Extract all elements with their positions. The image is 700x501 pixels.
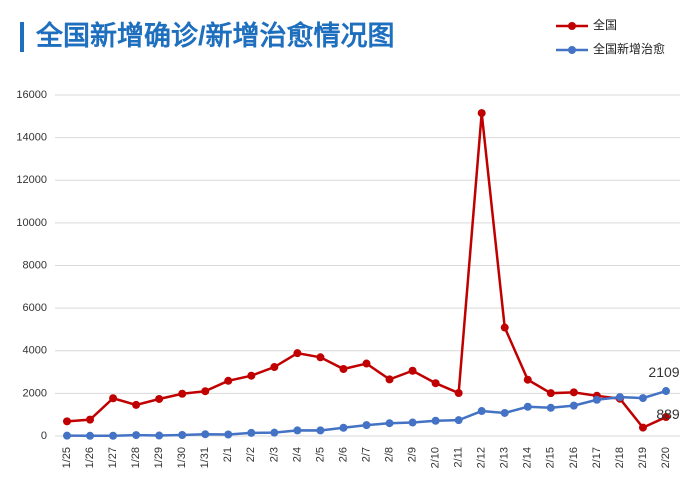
x-tick-label: 2/12 (476, 447, 488, 468)
y-tick-label: 6000 (23, 302, 47, 314)
title-bar (20, 22, 24, 52)
data-point (477, 109, 486, 118)
data-point (178, 389, 187, 398)
data-point (477, 407, 486, 416)
data-point (270, 363, 279, 372)
data-point (339, 423, 348, 432)
data-point (63, 417, 71, 426)
x-tick-label: 2/6 (337, 447, 349, 462)
x-tick-label: 1/29 (153, 447, 165, 468)
y-tick-label: 12000 (16, 174, 47, 186)
data-point (523, 402, 532, 411)
x-tick-label: 2/3 (268, 447, 280, 462)
data-point (132, 431, 141, 440)
x-tick-label: 2/17 (591, 447, 603, 468)
data-point (201, 387, 210, 396)
data-point (109, 431, 118, 440)
data-point (178, 430, 187, 439)
data-point (615, 393, 624, 402)
x-tick-label: 1/26 (84, 447, 96, 468)
y-tick-label: 0 (41, 430, 47, 442)
x-tick-label: 2/15 (545, 447, 557, 468)
data-point (569, 401, 578, 410)
data-point (86, 431, 95, 440)
legend-marker (568, 46, 576, 54)
y-tick-label: 10000 (16, 217, 47, 229)
data-point (500, 323, 509, 332)
data-point (63, 431, 71, 440)
x-tick-label: 2/9 (406, 447, 418, 462)
data-point (247, 428, 256, 437)
data-point (224, 430, 233, 439)
y-tick-label: 8000 (23, 259, 47, 271)
y-tick-label: 16000 (16, 89, 47, 101)
data-point (546, 403, 555, 412)
data-point (454, 389, 463, 398)
x-tick-label: 2/8 (383, 447, 395, 462)
data-point (431, 416, 440, 425)
y-tick-label: 14000 (16, 132, 47, 144)
data-point (247, 371, 256, 380)
series-line (66, 112, 667, 430)
x-tick-label: 1/27 (107, 447, 119, 468)
data-point (408, 418, 417, 427)
data-point (569, 388, 578, 397)
data-point (270, 428, 279, 437)
x-tick-label: 2/20 (660, 447, 672, 468)
legend-marker (568, 22, 576, 30)
data-point (293, 426, 302, 435)
legend-label: 全国 (593, 17, 617, 32)
data-point (592, 395, 601, 404)
data-point (362, 359, 371, 368)
x-tick-label: 1/25 (61, 447, 73, 468)
legend-label: 全国新增治愈 (593, 41, 665, 56)
x-tick-label: 2/10 (430, 447, 442, 468)
x-tick-label: 2/1 (222, 447, 234, 462)
data-point (638, 394, 647, 403)
x-tick-label: 2/11 (453, 447, 465, 468)
data-point (662, 413, 670, 422)
data-point (546, 389, 555, 398)
y-tick-label: 4000 (23, 345, 47, 357)
x-tick-label: 1/28 (130, 447, 142, 468)
data-point (385, 419, 394, 428)
data-point (201, 430, 210, 439)
data-point (86, 415, 95, 424)
x-tick-label: 2/16 (568, 447, 580, 468)
x-tick-label: 2/19 (637, 447, 649, 468)
data-point (523, 375, 532, 384)
data-point (155, 431, 164, 440)
data-point (224, 376, 233, 385)
data-point (132, 400, 141, 409)
data-point (339, 365, 348, 374)
data-point (109, 394, 118, 403)
data-point (638, 423, 647, 432)
x-tick-label: 2/13 (499, 447, 511, 468)
data-point (155, 394, 164, 403)
chart-title: 全国新增确诊/新增治愈情况图 (35, 20, 395, 51)
data-point (293, 349, 302, 358)
x-tick-label: 2/5 (314, 447, 326, 462)
x-tick-label: 2/14 (522, 447, 534, 468)
data-point (662, 387, 670, 396)
data-point (454, 416, 463, 425)
data-point (500, 408, 509, 417)
x-tick-label: 2/18 (614, 447, 626, 468)
data-point (431, 379, 440, 388)
y-tick-label: 2000 (23, 387, 47, 399)
data-point (316, 353, 325, 362)
x-tick-label: 2/4 (291, 447, 303, 462)
data-label: 2109 (648, 364, 679, 380)
data-point (316, 426, 325, 435)
data-point (385, 375, 394, 384)
data-point (362, 421, 371, 430)
x-tick-label: 2/7 (360, 447, 372, 462)
data-point (408, 366, 417, 375)
x-tick-label: 2/2 (245, 447, 257, 462)
x-tick-label: 1/31 (199, 447, 211, 468)
data-label: 889 (656, 406, 680, 422)
x-tick-label: 1/30 (176, 447, 188, 468)
